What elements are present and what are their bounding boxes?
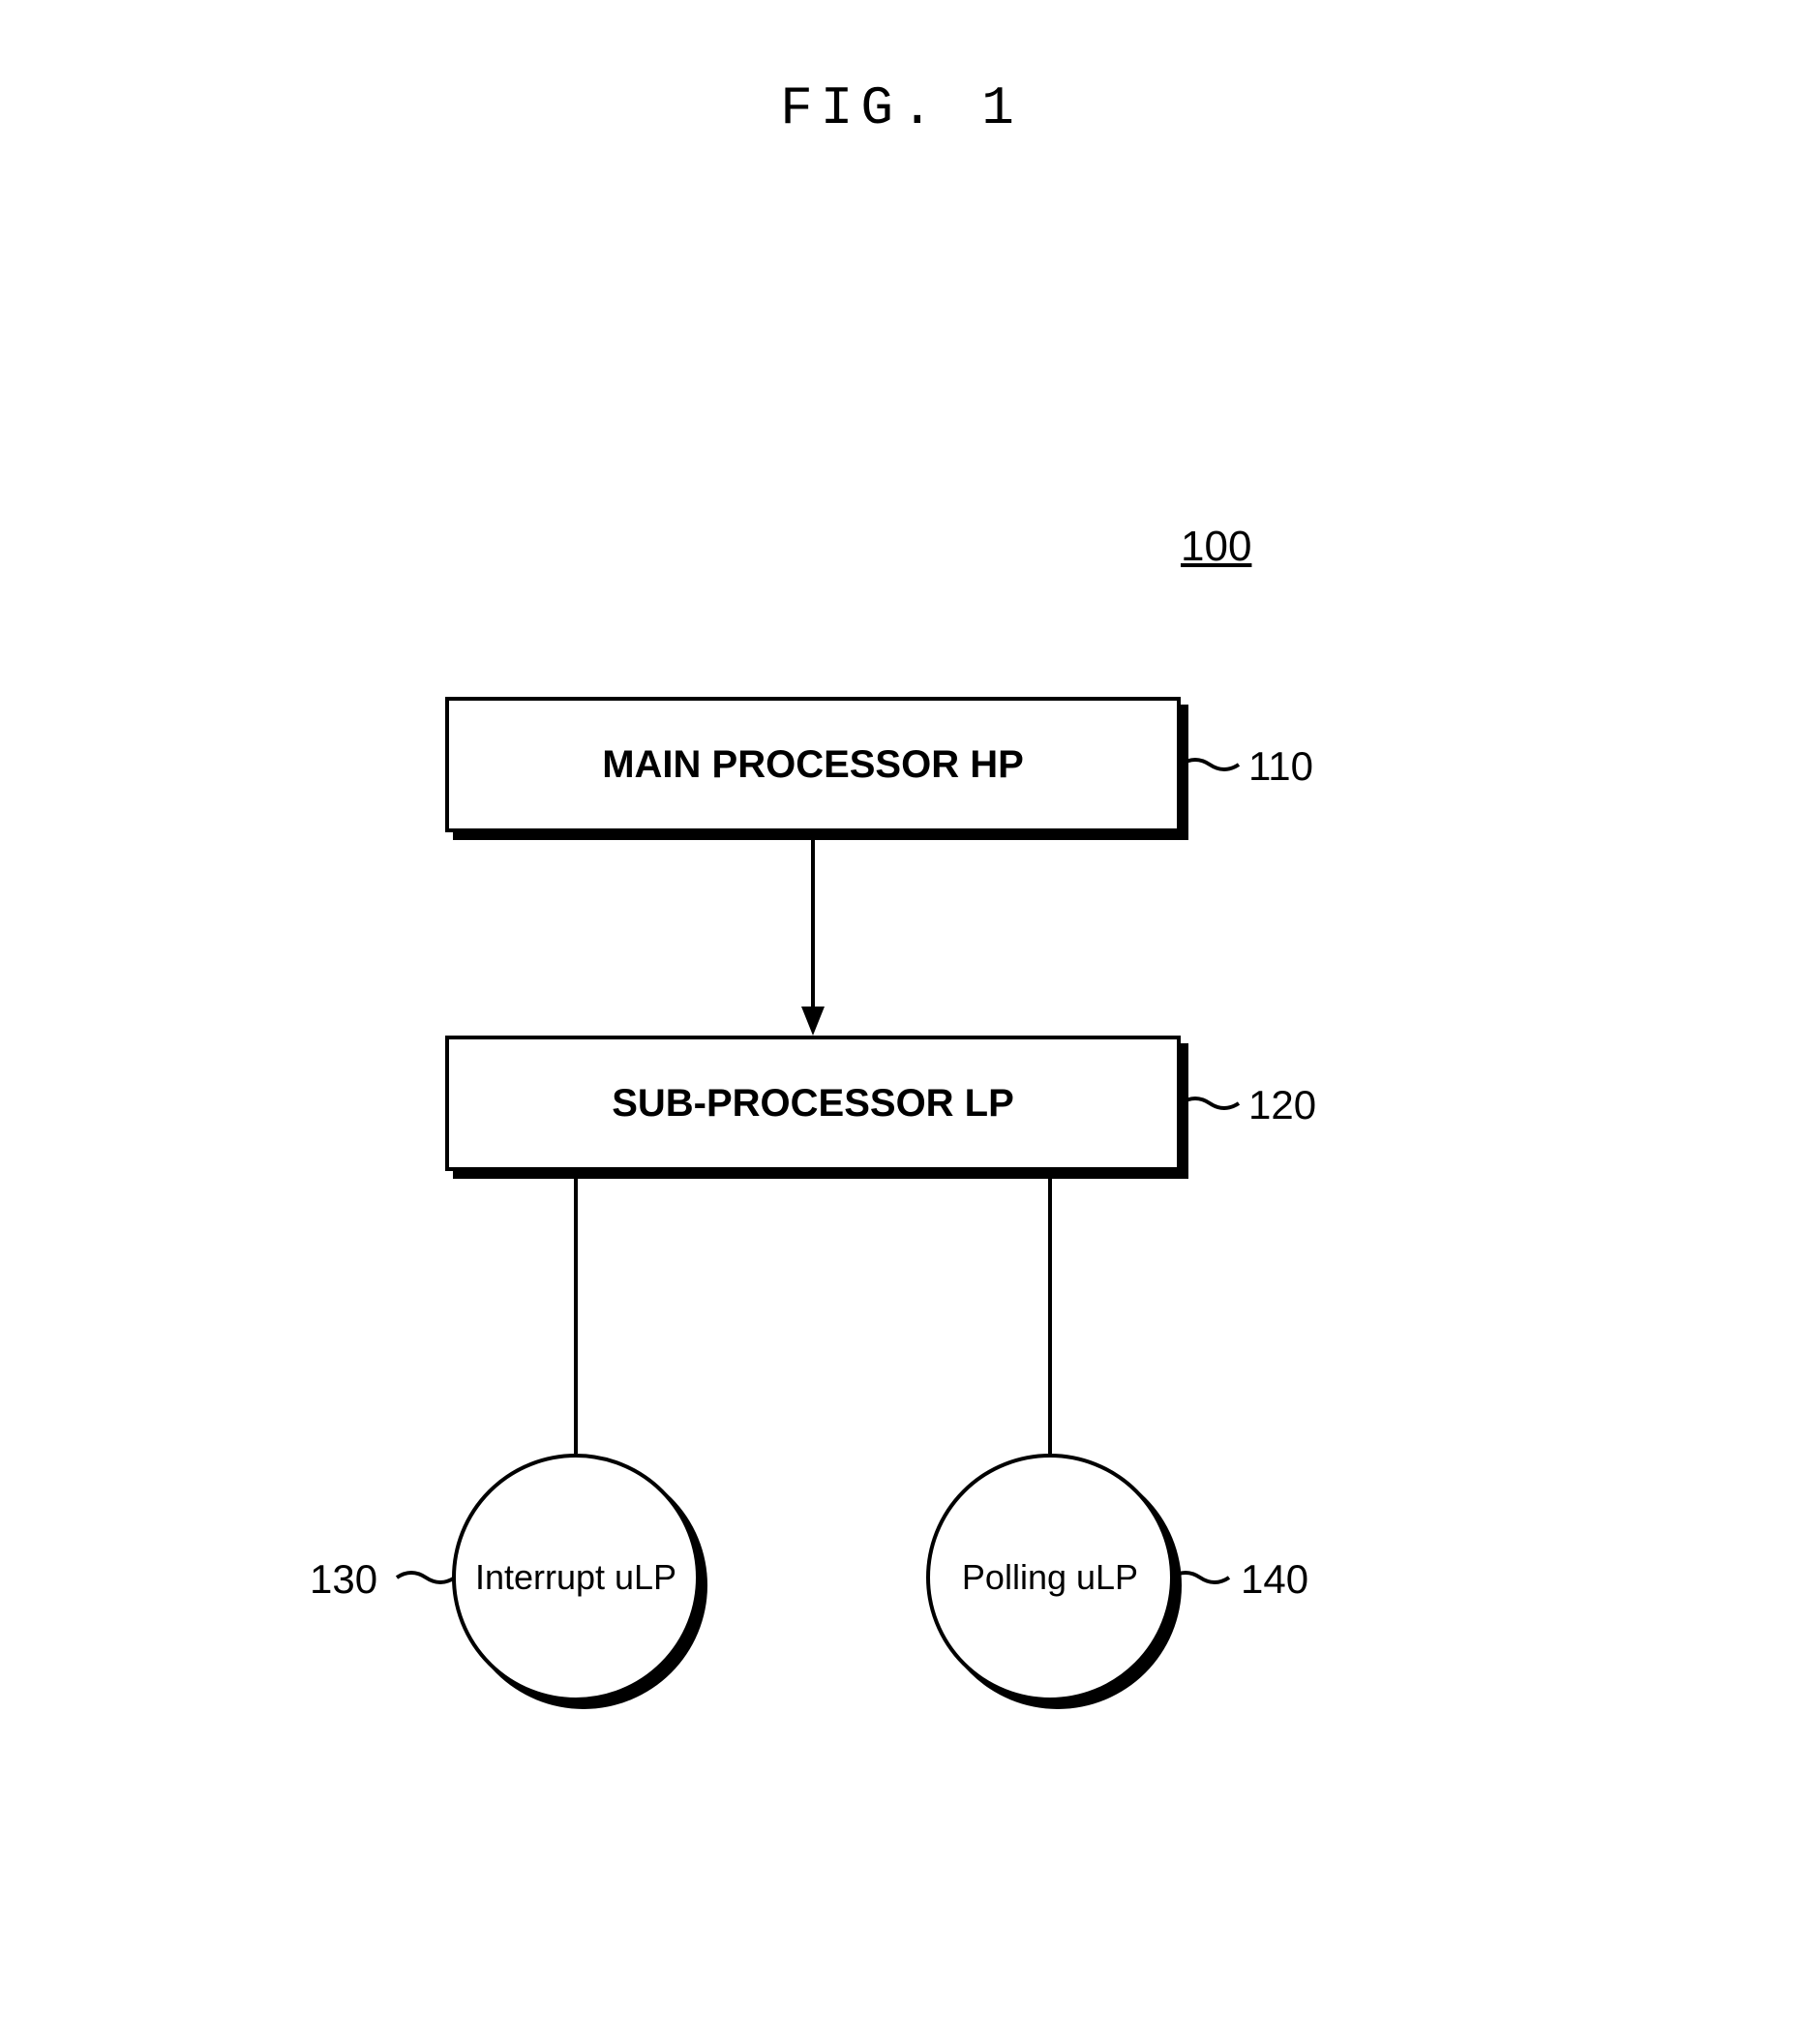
polling-label: Polling uLP: [962, 1557, 1138, 1598]
ref-110: 110: [1248, 743, 1313, 790]
interrupt-label: Interrupt uLP: [475, 1557, 676, 1598]
figure-ref-100: 100: [1181, 523, 1251, 571]
ref-130: 130: [310, 1556, 377, 1603]
figure-canvas: FIG. 1 100 MAIN PROCESSOR HP SUB-PROCESS…: [0, 0, 1802, 2044]
connectors-svg: [0, 0, 1802, 2044]
ref-120: 120: [1248, 1082, 1316, 1128]
sub-processor-label: SUB-PROCESSOR LP: [612, 1082, 1014, 1126]
sub-processor-box: SUB-PROCESSOR LP: [445, 1036, 1181, 1171]
ref-140: 140: [1241, 1556, 1308, 1603]
polling-circle: Polling uLP: [926, 1454, 1174, 1701]
figure-title: FIG. 1: [0, 77, 1802, 139]
main-processor-label: MAIN PROCESSOR HP: [602, 743, 1024, 787]
main-processor-box: MAIN PROCESSOR HP: [445, 697, 1181, 832]
interrupt-circle: Interrupt uLP: [452, 1454, 700, 1701]
